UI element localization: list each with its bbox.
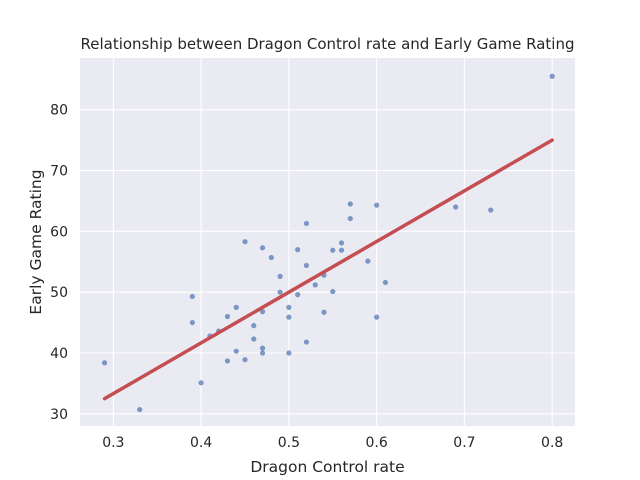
regression-line xyxy=(102,138,554,401)
data-point xyxy=(259,245,266,251)
x-tick-label: 0.3 xyxy=(102,435,124,451)
data-point xyxy=(303,262,310,269)
x-tick-label: 0.4 xyxy=(190,435,212,451)
data-point xyxy=(330,247,336,253)
data-point xyxy=(453,204,459,210)
data-point xyxy=(224,313,231,320)
y-tick-label: 50 xyxy=(50,285,68,301)
data-point xyxy=(338,247,345,253)
y-tick-label: 80 xyxy=(50,103,68,119)
data-point xyxy=(347,215,353,222)
regression-line-group xyxy=(102,138,554,401)
data-point xyxy=(277,289,283,295)
data-point xyxy=(295,292,301,298)
data-point xyxy=(242,357,248,363)
y-tick-label: 60 xyxy=(50,224,68,240)
x-tick-labels: 0.3 0.4 0.5 0.6 0.7 0.8 xyxy=(102,435,563,451)
data-point xyxy=(259,309,266,315)
data-point xyxy=(198,380,204,386)
data-point xyxy=(233,304,239,310)
data-point xyxy=(268,254,274,261)
x-tick-label: 0.8 xyxy=(541,435,563,451)
data-point xyxy=(295,247,301,253)
data-point xyxy=(330,288,336,295)
data-point xyxy=(347,201,353,207)
data-point xyxy=(137,406,143,413)
data-point xyxy=(286,304,292,310)
data-point xyxy=(277,273,283,279)
data-point xyxy=(286,350,292,356)
data-point xyxy=(242,239,248,245)
data-point xyxy=(259,345,266,351)
y-tick-label: 70 xyxy=(50,164,68,180)
x-tick-label: 0.5 xyxy=(278,435,300,451)
data-point xyxy=(303,339,310,345)
y-tick-label: 30 xyxy=(50,407,68,423)
x-axis-label: Dragon Control rate xyxy=(250,458,404,476)
y-tick-labels: 30 40 50 60 70 80 xyxy=(50,103,68,423)
data-point xyxy=(259,350,266,356)
data-point xyxy=(233,348,239,354)
data-point xyxy=(338,240,345,246)
x-tick-label: 0.6 xyxy=(366,435,388,451)
data-point xyxy=(286,314,292,320)
data-point xyxy=(251,323,257,329)
data-point xyxy=(312,282,318,288)
data-point xyxy=(189,319,195,326)
data-point xyxy=(488,207,494,213)
chart-title: Relationship between Dragon Control rate… xyxy=(80,35,574,53)
data-point xyxy=(549,73,555,79)
data-point xyxy=(382,279,389,286)
data-point xyxy=(303,220,310,227)
data-point xyxy=(365,258,371,264)
y-tick-label: 40 xyxy=(50,346,68,362)
data-point xyxy=(374,202,380,208)
data-point xyxy=(189,293,195,300)
x-tick-label: 0.7 xyxy=(453,435,475,451)
grid-lines xyxy=(80,58,575,426)
data-point xyxy=(101,360,108,366)
data-point xyxy=(251,336,257,342)
data-point xyxy=(224,358,231,364)
data-point xyxy=(321,309,327,315)
y-axis-label: Early Game Rating xyxy=(27,169,45,314)
data-point xyxy=(374,314,380,320)
